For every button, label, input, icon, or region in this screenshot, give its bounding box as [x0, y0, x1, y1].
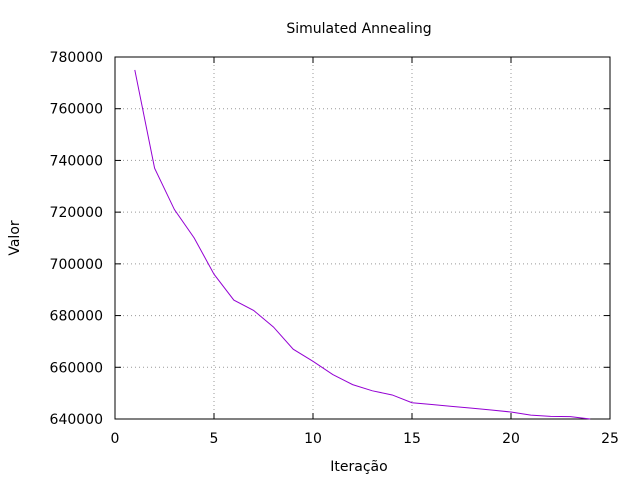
y-tick-label: 640000: [50, 412, 103, 428]
x-tick-label: 20: [502, 431, 520, 447]
y-tick-label: 740000: [50, 153, 103, 169]
plot-frame: [114, 56, 611, 420]
x-tick-label: 0: [111, 431, 120, 447]
chart-title: Simulated Annealing: [286, 21, 431, 37]
y-tick-label: 680000: [50, 309, 103, 325]
ticks: 0 5 10 15 20 25 640000 660000 680000 700000 720000…: [50, 50, 619, 447]
x-tick-label: 15: [403, 431, 421, 447]
x-tick-label: 5: [210, 431, 219, 447]
y-tick-label: 760000: [50, 102, 103, 118]
y-tick-label: 780000: [50, 50, 103, 66]
y-tick-label: 660000: [50, 360, 103, 376]
grid: [115, 57, 610, 419]
y-tick-label: 700000: [50, 257, 103, 273]
x-axis-label: Iteração: [330, 459, 387, 475]
y-axis-label: Valor: [7, 220, 23, 256]
x-tick-label: 25: [601, 431, 619, 447]
x-tick-label: 10: [304, 431, 322, 447]
series-line: [134, 69, 591, 420]
y-tick-label: 720000: [50, 205, 103, 221]
series: [134, 69, 591, 420]
